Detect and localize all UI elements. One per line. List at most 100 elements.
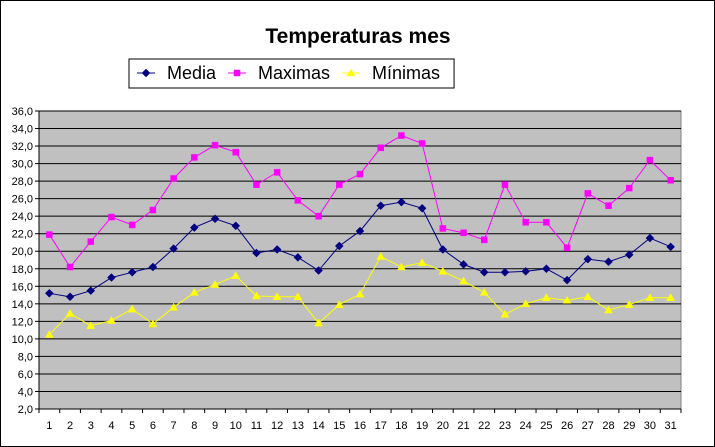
data-point-m-nimas xyxy=(376,251,386,260)
x-tick-label: 28 xyxy=(602,420,614,432)
x-tick-label: 14 xyxy=(312,420,324,432)
data-point-media xyxy=(272,245,282,254)
x-tick-label: 17 xyxy=(375,420,387,432)
data-point-maximas xyxy=(377,144,384,152)
data-point-media xyxy=(397,197,406,207)
data-point-media xyxy=(355,226,365,236)
data-point-media xyxy=(521,267,531,276)
x-tick-label: 6 xyxy=(150,420,156,432)
y-tick-label: 36,0 xyxy=(12,106,33,118)
legend-label-maximas: Maximas xyxy=(258,63,330,83)
y-tick-label: 28,0 xyxy=(12,176,33,188)
legend-item-m-nimas: Mínimas xyxy=(342,63,440,83)
data-point-media xyxy=(417,203,427,213)
data-point-m-nimas xyxy=(479,287,489,296)
data-point-m-nimas xyxy=(231,271,241,280)
y-tick-label: 20,0 xyxy=(12,246,33,258)
x-tick-label: 11 xyxy=(251,420,262,432)
data-point-maximas xyxy=(108,213,115,221)
y-tick-label: 10,0 xyxy=(12,334,33,346)
data-point-m-nimas xyxy=(86,321,96,329)
data-point-media xyxy=(210,214,220,224)
data-point-m-nimas xyxy=(252,291,261,300)
data-point-maximas xyxy=(584,190,592,197)
data-point-maximas xyxy=(149,206,157,214)
data-point-m-nimas xyxy=(293,292,303,301)
legend-box xyxy=(128,58,455,89)
data-point-media xyxy=(376,201,386,211)
x-tick-label: 21 xyxy=(457,420,469,432)
data-point-maximas xyxy=(481,236,488,244)
y-tick-label: 14,0 xyxy=(12,299,33,311)
legend-marker-media xyxy=(141,68,151,78)
y-tick-label: 32,0 xyxy=(12,141,33,153)
data-point-media xyxy=(107,273,116,282)
data-point-m-nimas xyxy=(127,304,137,313)
data-point-m-nimas xyxy=(562,295,572,304)
data-point-maximas xyxy=(46,231,53,238)
data-point-m-nimas xyxy=(645,293,655,301)
data-point-media xyxy=(127,267,137,277)
data-point-maximas xyxy=(232,148,239,156)
data-point-media xyxy=(293,253,303,262)
data-point-m-nimas xyxy=(500,309,510,318)
x-tick-label: 1 xyxy=(46,420,52,432)
data-point-maximas xyxy=(646,156,654,164)
data-point-maximas xyxy=(522,219,529,226)
y-tick-label: 24,0 xyxy=(12,211,33,223)
data-point-m-nimas xyxy=(65,308,75,317)
data-point-m-nimas xyxy=(396,262,406,271)
data-point-m-nimas xyxy=(210,280,220,288)
y-tick-label: 30,0 xyxy=(12,159,33,171)
x-tick-label: 29 xyxy=(623,420,635,432)
data-point-media xyxy=(65,292,75,302)
data-point-media xyxy=(500,267,510,277)
data-point-media xyxy=(645,233,655,243)
y-tick-label: 12,0 xyxy=(12,316,33,328)
data-point-maximas xyxy=(87,238,95,245)
legend-marker-m-nimas xyxy=(346,68,356,77)
data-point-media xyxy=(562,275,572,285)
legend-marker-maximas xyxy=(233,69,241,77)
x-tick-label: 25 xyxy=(540,420,552,432)
data-point-maximas xyxy=(667,176,674,184)
data-point-m-nimas xyxy=(189,287,199,296)
data-point-maximas xyxy=(273,169,281,176)
y-axis: 2,0 4,0 6,0 8,0 10,0 12,0 14,0 16,0 18,0 20,0 22,0… xyxy=(12,106,40,416)
x-tick-label: 24 xyxy=(520,420,532,432)
data-point-media xyxy=(438,245,448,254)
y-tick-label: 8,0 xyxy=(18,351,33,363)
series-lines xyxy=(44,132,676,338)
data-point-maximas xyxy=(501,181,509,188)
data-point-maximas xyxy=(170,175,177,182)
data-point-maximas xyxy=(398,132,405,139)
x-tick-label: 13 xyxy=(292,420,304,432)
y-tick-label: 6,0 xyxy=(18,369,33,381)
data-point-maximas xyxy=(253,181,260,188)
x-tick-label: 30 xyxy=(644,420,656,432)
x-tick-label: 19 xyxy=(416,420,428,432)
data-point-m-nimas xyxy=(521,299,531,308)
data-point-m-nimas xyxy=(148,319,158,328)
x-tick-label: 9 xyxy=(212,420,218,432)
data-point-m-nimas xyxy=(355,289,365,298)
data-point-m-nimas xyxy=(666,293,676,301)
y-tick-label: 16,0 xyxy=(12,281,33,293)
data-point-m-nimas xyxy=(624,300,634,308)
data-point-media xyxy=(86,286,96,296)
data-point-m-nimas xyxy=(459,276,468,285)
data-point-maximas xyxy=(128,221,136,229)
x-tick-label: 22 xyxy=(478,420,490,432)
data-point-media xyxy=(314,266,323,275)
series-media xyxy=(45,197,675,302)
data-point-m-nimas xyxy=(334,300,344,308)
data-point-maximas xyxy=(439,225,447,232)
data-point-maximas xyxy=(460,229,467,237)
data-point-media xyxy=(479,267,489,277)
data-point-maximas xyxy=(418,140,426,147)
series-m-nimas xyxy=(44,251,676,338)
data-point-m-nimas xyxy=(272,292,282,301)
x-tick-label: 12 xyxy=(271,420,283,432)
